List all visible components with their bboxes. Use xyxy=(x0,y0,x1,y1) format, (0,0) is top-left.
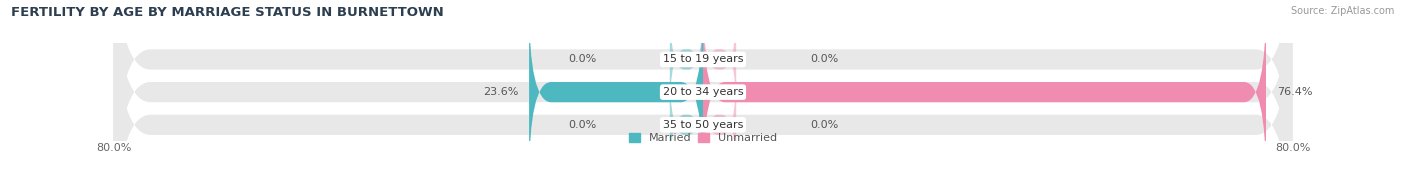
Text: 0.0%: 0.0% xyxy=(810,54,838,64)
FancyBboxPatch shape xyxy=(669,4,703,115)
Text: 0.0%: 0.0% xyxy=(568,54,596,64)
FancyBboxPatch shape xyxy=(114,0,1292,196)
Text: 0.0%: 0.0% xyxy=(568,120,596,130)
Text: Source: ZipAtlas.com: Source: ZipAtlas.com xyxy=(1291,6,1395,16)
Text: 20 to 34 years: 20 to 34 years xyxy=(662,87,744,97)
FancyBboxPatch shape xyxy=(669,70,703,180)
Legend: Married, Unmarried: Married, Unmarried xyxy=(628,133,778,143)
FancyBboxPatch shape xyxy=(703,4,737,115)
Text: 35 to 50 years: 35 to 50 years xyxy=(662,120,744,130)
FancyBboxPatch shape xyxy=(703,4,1265,180)
Text: 0.0%: 0.0% xyxy=(810,120,838,130)
FancyBboxPatch shape xyxy=(529,4,703,180)
FancyBboxPatch shape xyxy=(114,0,1292,196)
Text: 76.4%: 76.4% xyxy=(1277,87,1313,97)
FancyBboxPatch shape xyxy=(703,70,737,180)
Text: 15 to 19 years: 15 to 19 years xyxy=(662,54,744,64)
FancyBboxPatch shape xyxy=(114,0,1292,196)
Text: FERTILITY BY AGE BY MARRIAGE STATUS IN BURNETTOWN: FERTILITY BY AGE BY MARRIAGE STATUS IN B… xyxy=(11,6,444,19)
Text: 23.6%: 23.6% xyxy=(482,87,517,97)
